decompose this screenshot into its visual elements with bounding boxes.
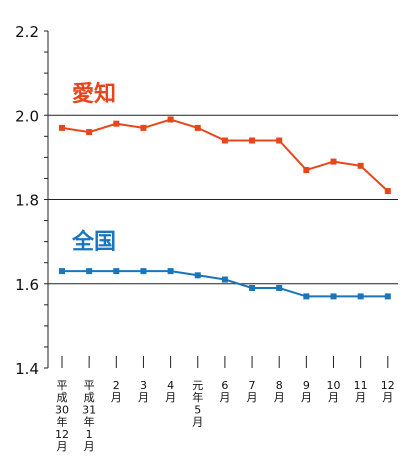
x-tick-label-part: 10: [327, 379, 341, 392]
y-axis: [44, 30, 389, 369]
data-point: [140, 268, 147, 275]
x-tick-label-part: 月: [165, 391, 176, 404]
x-tick-label: 4月: [165, 379, 176, 404]
series-label-aichi: 愛知: [72, 81, 116, 107]
data-point: [384, 188, 391, 195]
data-point: [276, 284, 283, 291]
data-point: [167, 268, 174, 275]
x-tick-label-part: 成: [84, 391, 95, 404]
x-tick-label-part: 30: [55, 403, 69, 416]
data-point: [330, 293, 337, 300]
x-tick-label-part: 31: [82, 403, 96, 416]
data-point: [249, 284, 256, 291]
series-labels: 愛知 全国: [71, 81, 116, 255]
data-point: [357, 293, 364, 300]
data-point: [59, 124, 65, 131]
x-tick-label-part: 月: [247, 391, 258, 404]
x-tick-label-part: 月: [382, 391, 393, 404]
x-tick-label-part: 4: [167, 379, 174, 392]
data-point: [59, 268, 65, 275]
x-tick-label-part: 9: [303, 379, 310, 392]
data-point: [330, 158, 337, 165]
series-lines: [61, 118, 389, 298]
x-tick-label: 10月: [327, 379, 341, 404]
y-tick-label: 2.0: [15, 107, 39, 125]
y-tick-label: 1.8: [15, 192, 39, 210]
x-tick-label-part: 5: [194, 403, 201, 416]
series-line: [61, 118, 389, 192]
x-tick-label-part: 月: [301, 391, 312, 404]
x-tick-label-part: 月: [57, 440, 68, 453]
y-tick-label: 1.4: [15, 360, 39, 378]
x-tick-label-part: 月: [328, 391, 339, 404]
data-point: [357, 162, 364, 169]
x-tick-label: 3月: [138, 379, 149, 404]
y-tick-labels: 1.4 1.6 1.8 2.0 2.2: [15, 23, 39, 378]
x-tick-label-part: 平: [84, 379, 95, 392]
x-tick-label: 11月: [354, 379, 368, 404]
x-tick-label: 8月: [274, 379, 285, 404]
x-tick-label: 6月: [219, 379, 230, 404]
x-tick-label-part: 年: [192, 390, 203, 404]
x-tick-label-part: 7: [249, 379, 256, 392]
x-tick-label: 2月: [111, 379, 122, 404]
x-tick-label-part: 月: [274, 391, 285, 404]
data-point: [384, 293, 391, 300]
data-point: [113, 268, 120, 275]
series-points: [59, 116, 391, 300]
data-point: [194, 272, 201, 279]
x-tick-label-part: 年: [57, 415, 68, 429]
x-tick-label: 12月: [381, 379, 395, 404]
data-point: [194, 124, 201, 131]
x-tick-labels: 平成30年12月平成31年1月2月3月4月元年5月6月7月8月9月10月11月1…: [55, 379, 395, 453]
series-label-national: 全国: [71, 229, 116, 255]
x-tick-label-part: 2: [113, 379, 120, 392]
data-point: [303, 167, 310, 174]
data-point: [140, 124, 147, 131]
x-tick-label-part: 成: [57, 391, 68, 404]
x-tick-label-part: 月: [111, 391, 122, 404]
x-tick-label: 7月: [247, 379, 258, 404]
data-point: [167, 116, 174, 123]
x-tick-label-part: 12: [55, 428, 69, 441]
x-tick-label-part: 8: [276, 379, 283, 392]
data-point: [303, 293, 310, 300]
x-tick-label-part: 12: [381, 379, 395, 392]
data-point: [276, 137, 283, 144]
gridlines: [48, 114, 398, 285]
x-tick-label-part: 月: [84, 440, 95, 453]
x-tick-label-part: 元: [192, 379, 203, 392]
y-tick-label: 1.6: [15, 276, 39, 294]
y-tick-label: 2.2: [15, 23, 39, 41]
data-point: [86, 268, 93, 275]
x-tick-label-part: 年: [84, 415, 95, 429]
x-tick-label-part: 月: [355, 391, 366, 404]
data-point: [221, 137, 228, 144]
data-point: [86, 129, 93, 136]
data-point: [249, 137, 256, 144]
data-point: [221, 276, 228, 283]
x-tick-label-part: 6: [221, 379, 228, 392]
x-tick-label-part: 平: [57, 379, 68, 392]
x-tick-label-part: 11: [354, 379, 368, 392]
x-tick-label: 9月: [301, 379, 312, 404]
data-point: [113, 120, 120, 127]
x-tick-label-part: 月: [192, 416, 203, 429]
x-tick-label-part: 3: [140, 379, 147, 392]
x-tick-label-part: 1: [86, 428, 93, 441]
x-tick-label-part: 月: [138, 391, 149, 404]
x-tick-label-part: 月: [219, 391, 230, 404]
